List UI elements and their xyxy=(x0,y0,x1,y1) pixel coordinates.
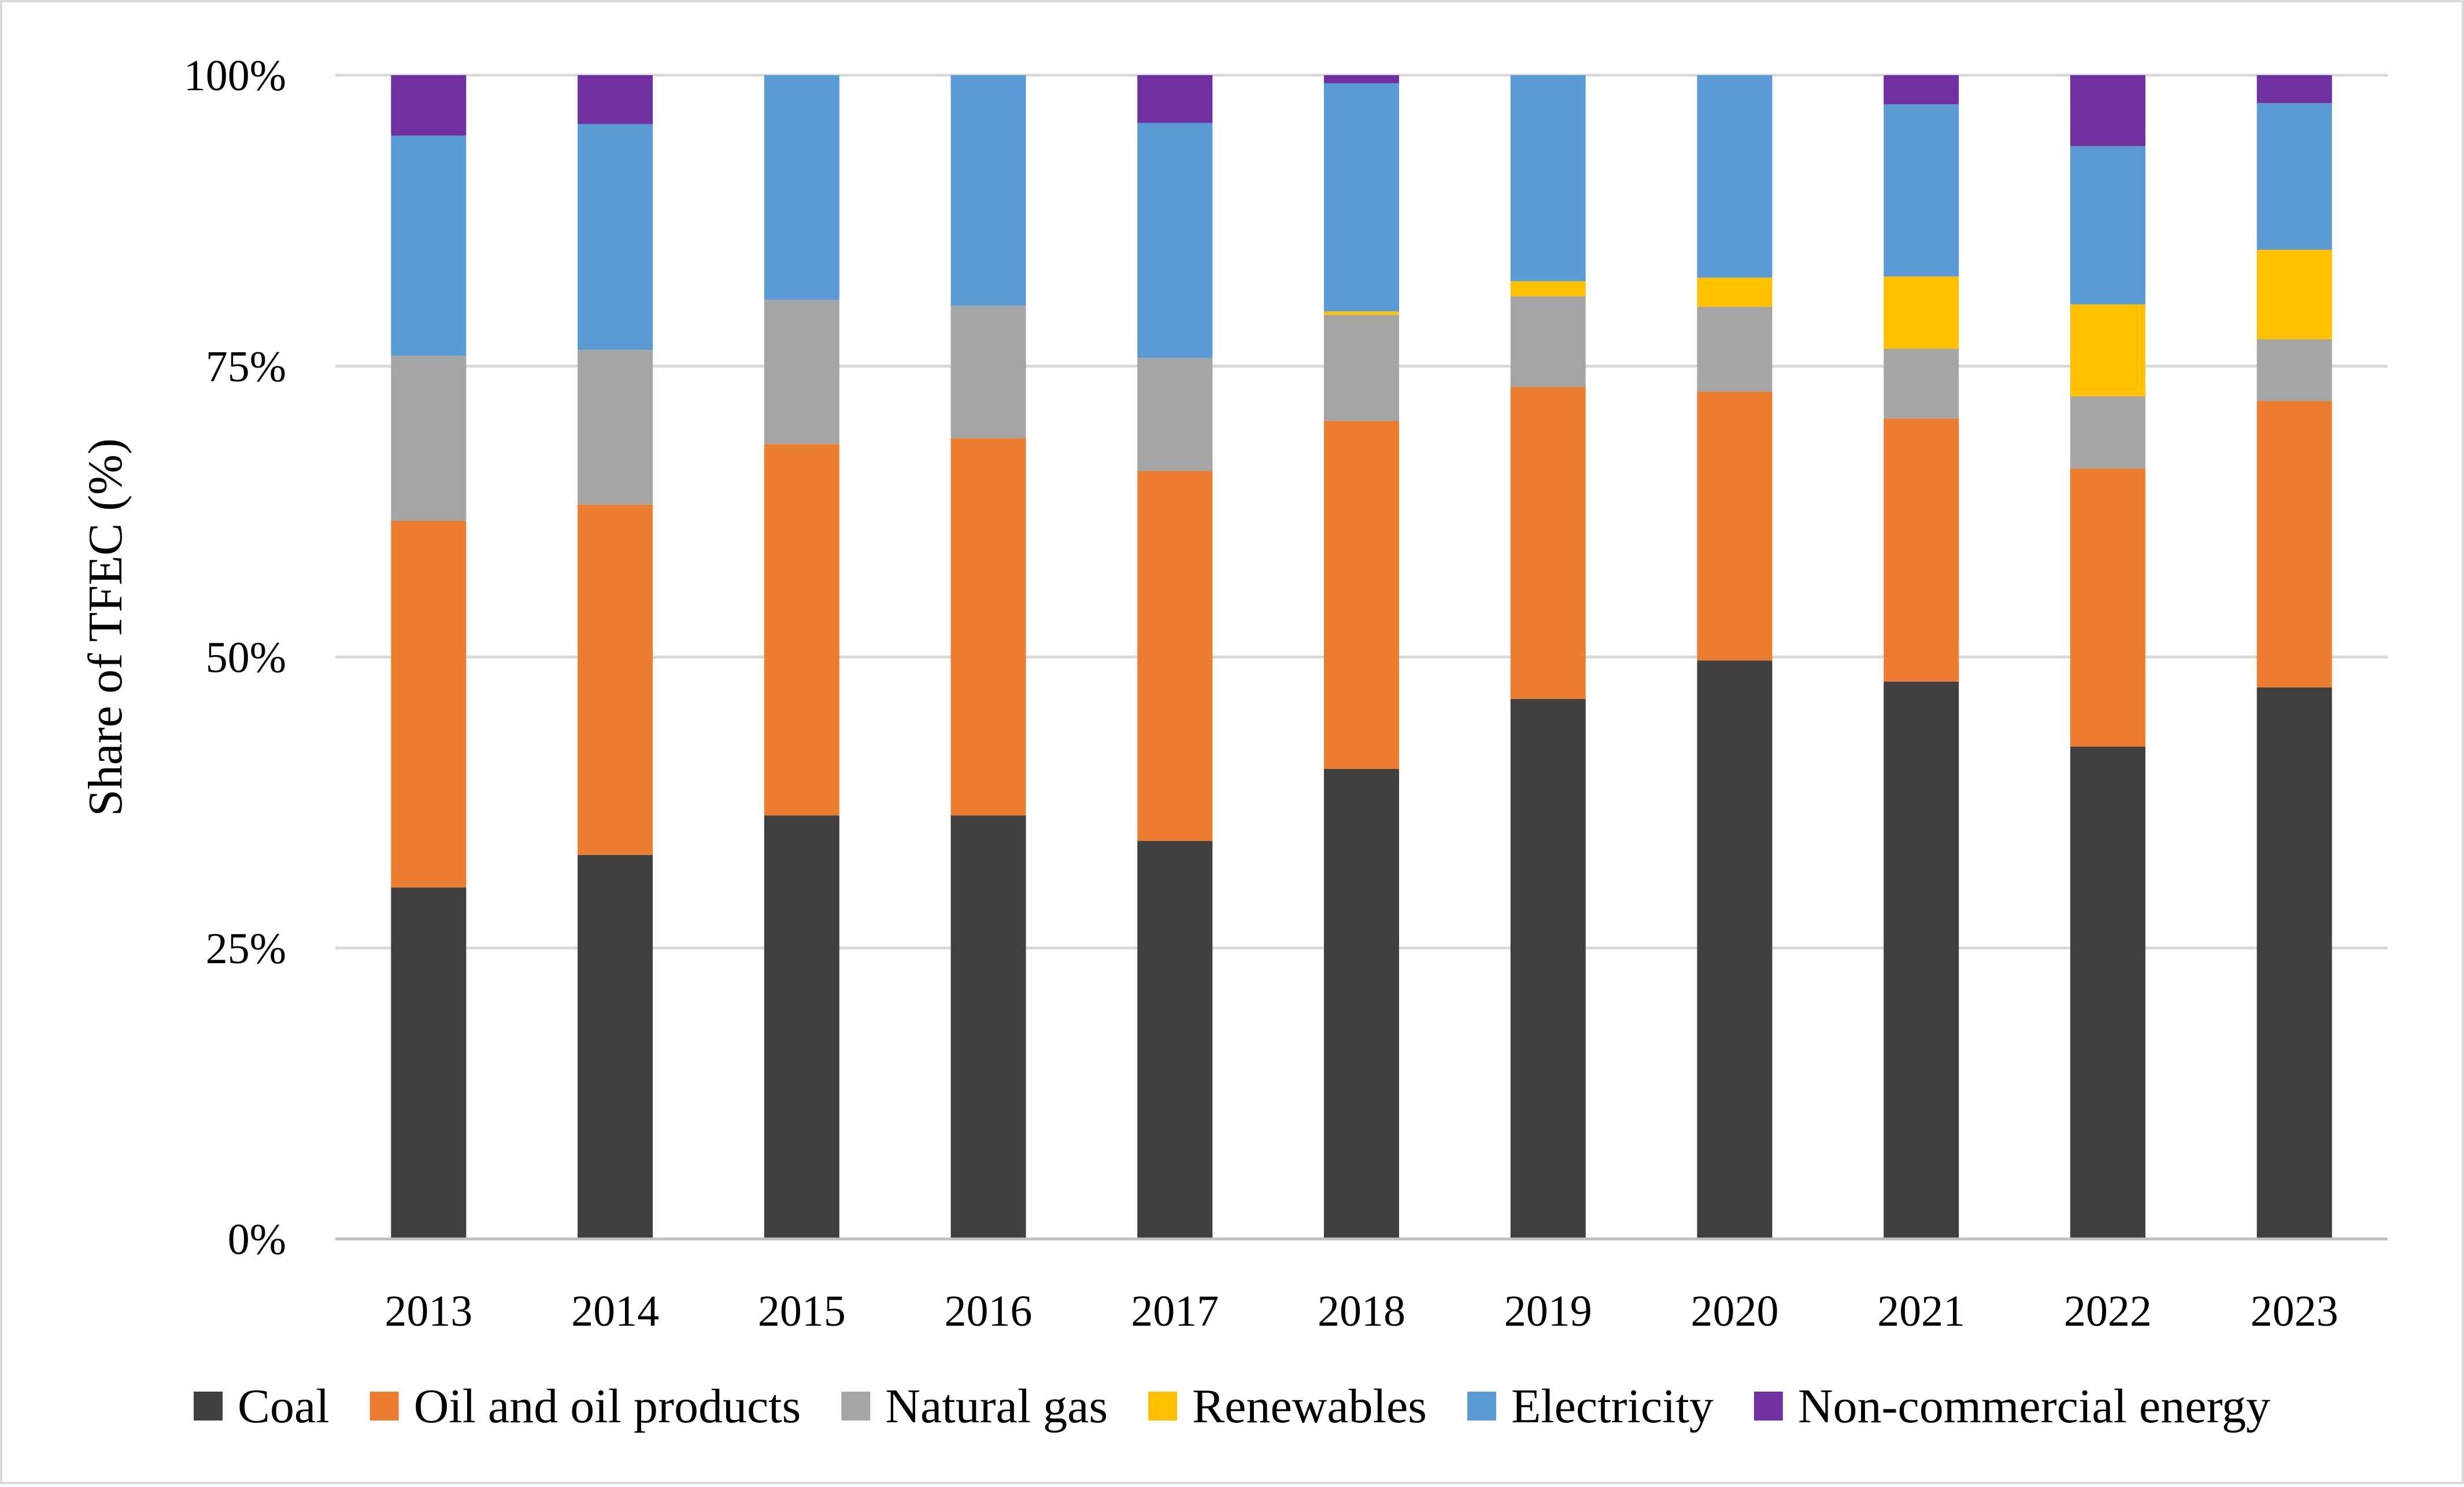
x-tick-label: 2023 xyxy=(2251,1287,2339,1336)
bar-segment xyxy=(2256,687,2332,1239)
bar-segment xyxy=(2256,339,2332,401)
bar-segment xyxy=(2070,304,2145,397)
bar-segment xyxy=(1324,420,1399,769)
legend-swatch xyxy=(1467,1392,1497,1421)
bar-segment xyxy=(764,75,839,300)
bar-segment xyxy=(950,305,1026,439)
bar-segment xyxy=(764,444,839,816)
x-tick-label: 2016 xyxy=(945,1287,1033,1336)
x-tick-label: 2013 xyxy=(384,1287,472,1336)
y-tick-label: 0% xyxy=(228,1215,286,1264)
bar-segment xyxy=(391,356,467,521)
legend-label: Oil and oil products xyxy=(414,1379,801,1433)
bar-segment xyxy=(391,135,467,356)
bar-segment xyxy=(578,75,653,124)
x-tick-label: 2021 xyxy=(1877,1287,1965,1336)
y-tick-label: 25% xyxy=(206,924,286,973)
bar-segment xyxy=(1137,358,1213,471)
legend: Coal Oil and oil products Natural gas Renew… xyxy=(194,1379,2270,1433)
bar-segment xyxy=(391,520,467,888)
y-axis-title: Share of TFEC (%) xyxy=(79,438,132,816)
legend-item: Natural gas xyxy=(841,1379,1108,1433)
bar-segment xyxy=(578,124,653,350)
bar-segment xyxy=(950,75,1026,306)
bar-segment xyxy=(2256,249,2332,339)
bar-segment xyxy=(1510,75,1586,282)
x-tick-label: 2019 xyxy=(1504,1287,1592,1336)
x-tick-label: 2015 xyxy=(758,1287,846,1336)
legend-item: Oil and oil products xyxy=(369,1379,801,1433)
legend-label: Coal xyxy=(238,1379,330,1433)
bar-segment xyxy=(2256,103,2332,250)
bar-segment xyxy=(1884,418,1959,682)
legend-label: Non-commercial energy xyxy=(1798,1379,2270,1433)
legend-swatch xyxy=(194,1392,223,1421)
bar-segment xyxy=(1137,75,1213,123)
bar-segment xyxy=(1697,660,1773,1239)
y-tick-label: 50% xyxy=(206,634,286,682)
bar-segment xyxy=(1510,387,1586,699)
bar-segment xyxy=(1697,278,1773,307)
bar-segment xyxy=(2070,75,2145,146)
bar-segment xyxy=(578,504,653,855)
bar-segment xyxy=(2256,75,2332,103)
bar-segment xyxy=(1510,296,1586,387)
bar-segment xyxy=(1137,123,1213,358)
bar-segment xyxy=(1510,281,1586,297)
bar-segment xyxy=(1510,698,1586,1239)
legend-swatch xyxy=(369,1392,399,1421)
legend-swatch xyxy=(1753,1392,1783,1421)
bar-segment xyxy=(2070,396,2145,469)
bar-segment xyxy=(1884,75,1959,105)
bar-segment xyxy=(2256,401,2332,687)
bar-segment xyxy=(1324,315,1399,421)
bar-segment xyxy=(1697,75,1773,278)
x-tick-label: 2020 xyxy=(1690,1287,1778,1336)
y-tick-label: 75% xyxy=(206,342,286,391)
legend-swatch xyxy=(841,1392,871,1421)
bar-segment xyxy=(1884,681,1959,1239)
bar-segment xyxy=(764,815,839,1239)
bar-segment xyxy=(1324,75,1399,84)
legend-item: Renewables xyxy=(1148,1379,1427,1433)
bar-segment xyxy=(764,299,839,445)
x-tick-label: 2022 xyxy=(2064,1287,2152,1336)
bar-segment xyxy=(1884,104,1959,277)
bar-segment xyxy=(578,350,653,505)
bar-segment xyxy=(950,438,1026,816)
y-tick-label: 100% xyxy=(184,51,286,100)
bar-segment xyxy=(1324,83,1399,312)
bar-segment xyxy=(2070,146,2145,305)
bar-segment xyxy=(1697,391,1773,661)
legend-label: Renewables xyxy=(1192,1379,1427,1433)
bar-segment xyxy=(391,887,467,1239)
legend-item: Electricity xyxy=(1467,1379,1714,1433)
bar-segment xyxy=(1884,276,1959,349)
bar-segment xyxy=(578,855,653,1239)
x-tick-label: 2017 xyxy=(1131,1287,1219,1336)
legend-item: Coal xyxy=(194,1379,330,1433)
x-tick-label: 2014 xyxy=(571,1287,659,1336)
legend-label: Electricity xyxy=(1511,1379,1714,1433)
bar-segment xyxy=(2070,746,2145,1239)
bar-segment xyxy=(1324,311,1399,315)
bar-segment xyxy=(1697,306,1773,392)
bar-segment xyxy=(1137,841,1213,1239)
bar-segment xyxy=(2070,468,2145,747)
axes: 0% 25% 50% 75% 100% 2013 2014 2015 2016 2017 2018 2… xyxy=(184,51,2388,1336)
bar-segment xyxy=(391,75,467,136)
bar-segment xyxy=(1884,349,1959,419)
legend-label: Natural gas xyxy=(885,1379,1108,1433)
bar-segment xyxy=(1324,768,1399,1239)
legend-swatch xyxy=(1148,1392,1178,1421)
legend-item: Non-commercial energy xyxy=(1753,1379,2270,1433)
bar-segment xyxy=(950,815,1026,1239)
bar-segment xyxy=(1137,471,1213,841)
bars xyxy=(391,75,2332,1239)
x-tick-label: 2018 xyxy=(1318,1287,1405,1336)
